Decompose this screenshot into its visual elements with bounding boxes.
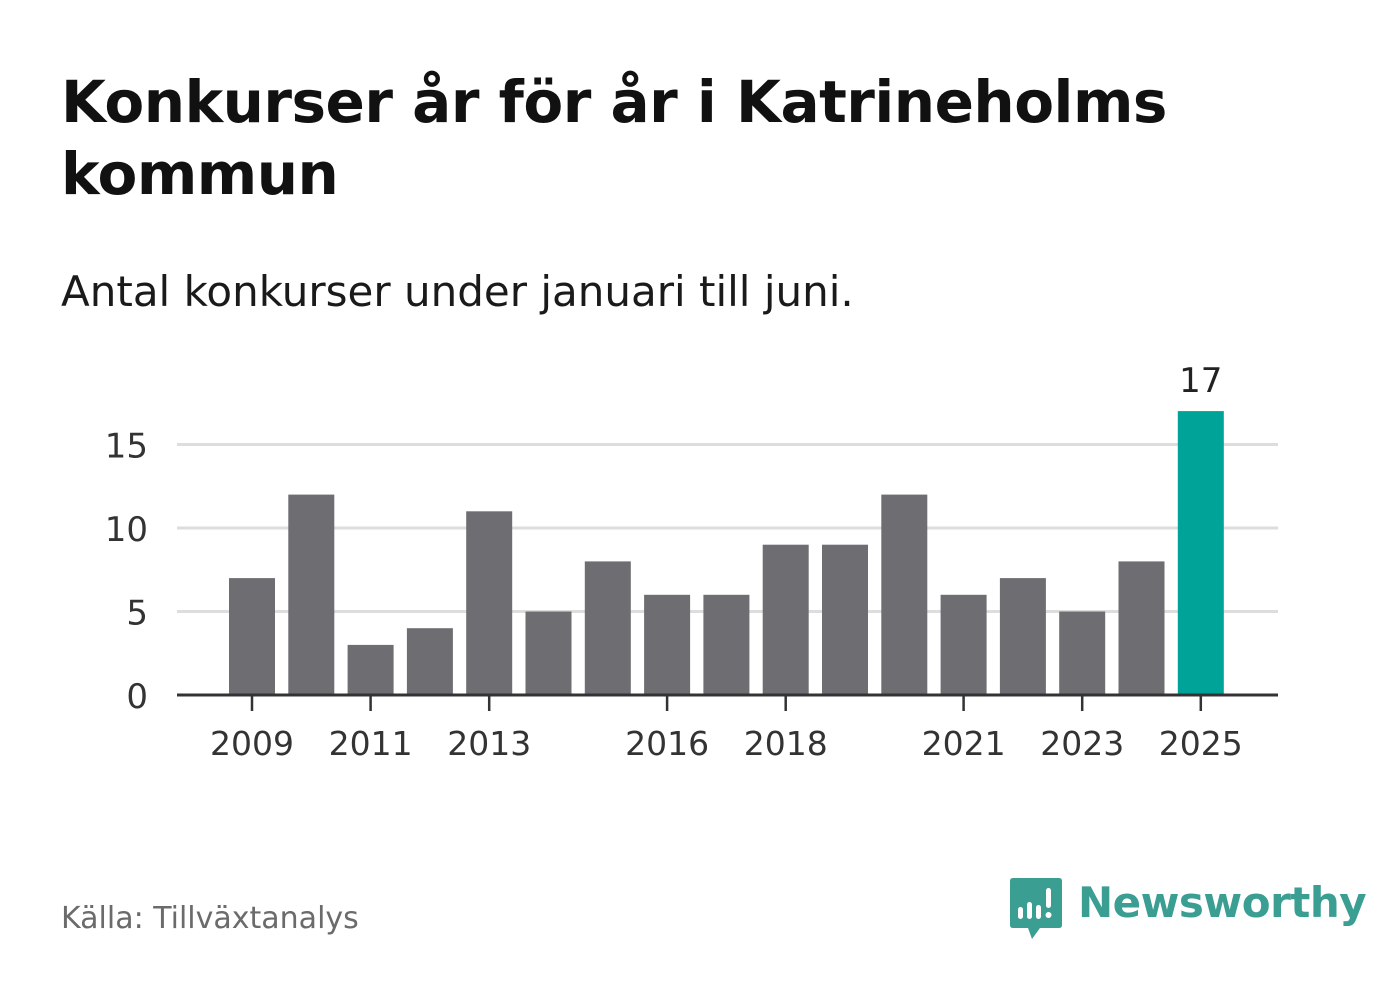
y-tick-label: 10 xyxy=(105,510,148,550)
bars xyxy=(229,411,1224,695)
chart-title: Konkurser år för år i Katrineholms kommu… xyxy=(61,68,1167,208)
bar-2013 xyxy=(466,511,513,695)
newsworthy-chat-bars-icon xyxy=(1010,878,1062,939)
bar-2012 xyxy=(406,628,453,695)
chart-subtitle: Antal konkurser under januari till juni. xyxy=(61,267,854,316)
bar-2016 xyxy=(644,594,691,695)
bar-2015 xyxy=(584,561,631,695)
bar-2017 xyxy=(703,594,750,695)
axes xyxy=(177,693,1278,711)
x-tick-label: 2025 xyxy=(1159,724,1243,763)
x-tick-label: 2009 xyxy=(210,724,294,763)
bar-2019 xyxy=(822,544,868,695)
x-tick-label: 2013 xyxy=(447,724,531,763)
brand-name: Newsworthy xyxy=(1078,878,1367,927)
bar-2010 xyxy=(288,494,335,695)
x-tick-label: 2016 xyxy=(625,724,709,763)
bar-2025 xyxy=(1177,411,1224,695)
bar-2023 xyxy=(1059,611,1106,695)
source-note: Källa: Tillväxtanalys xyxy=(61,901,359,936)
y-tick-label: 15 xyxy=(105,427,148,467)
labels: 0 5 10 15 2009 2011 2013 2016 2018 2021 2023 2025 17 xyxy=(105,361,1243,763)
bar-2014 xyxy=(525,611,572,695)
x-tick-label: 2023 xyxy=(1040,724,1124,763)
bar-2018 xyxy=(762,544,809,695)
newsworthy-brand: Newsworthy xyxy=(1010,878,1367,942)
bar-2024 xyxy=(1118,561,1165,695)
grid-lines xyxy=(177,443,1278,613)
y-tick-label: 5 xyxy=(126,594,148,634)
y-tick-label: 0 xyxy=(126,677,148,717)
bar-2009 xyxy=(229,578,275,695)
bar-2011 xyxy=(347,644,394,695)
x-tick-label: 2018 xyxy=(744,724,828,763)
bar-chart: 0 5 10 15 2009 2011 2013 2016 2018 2021 2023 2025 17 xyxy=(105,361,1278,763)
x-tick-label: 2021 xyxy=(922,724,1006,763)
data-label-2025: 17 xyxy=(1179,361,1222,401)
x-tick-label: 2011 xyxy=(329,724,413,763)
bar-2022 xyxy=(999,578,1046,695)
bar-2020 xyxy=(881,494,928,695)
bar-2021 xyxy=(940,594,987,695)
